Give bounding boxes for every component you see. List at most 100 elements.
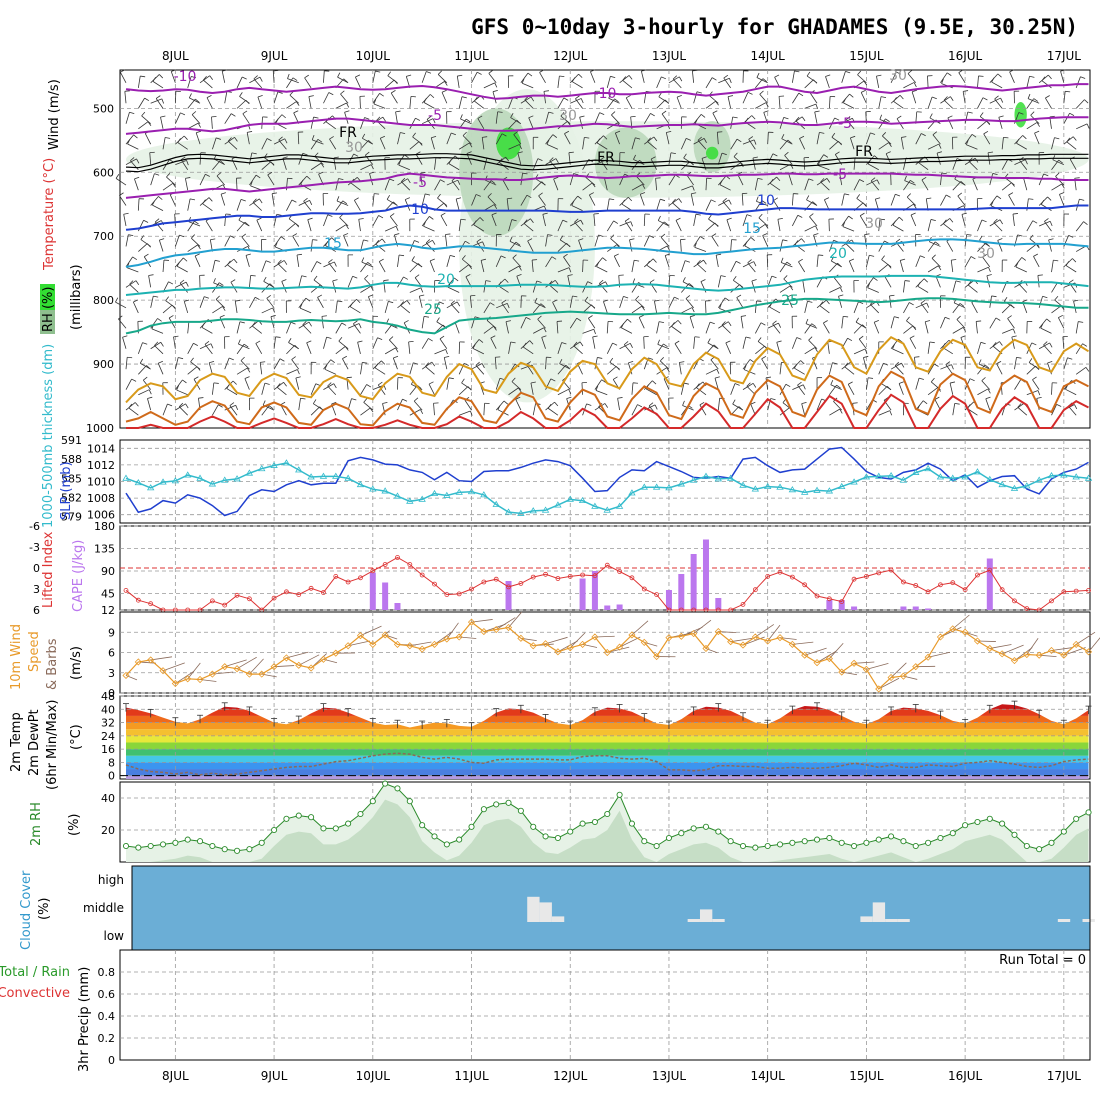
wind-barb: [590, 71, 596, 83]
freezing-line: [125, 157, 1089, 173]
wind-barb: [927, 363, 935, 375]
wind-barb: [1001, 137, 1004, 150]
wind-barb: [212, 160, 221, 170]
wind-barb: [137, 97, 145, 109]
wind-barb: [401, 181, 411, 191]
wind-barb-flag: [906, 316, 910, 322]
wind-barb-flag: [746, 214, 752, 217]
wind-barb: [528, 117, 534, 129]
wind-barb: [582, 137, 585, 150]
cloud-bar: [687, 919, 700, 922]
wind-barb-flag: [784, 151, 789, 156]
wind-barb: [298, 321, 310, 329]
wind-barb: [336, 200, 349, 206]
wind-barb: [451, 180, 460, 191]
wind-barb-flag: [406, 74, 412, 77]
wind-barb-flag: [763, 110, 769, 113]
wind-barb-flag: [761, 200, 767, 204]
wind-barb-flag: [487, 193, 492, 198]
wind-barb-flag: [509, 236, 513, 242]
wind-barb: [733, 279, 744, 288]
cloud-bar: [551, 916, 565, 922]
wind-barb: [421, 338, 429, 349]
wind-barb: [686, 174, 694, 186]
lifted-index-marker: [407, 562, 413, 567]
wind-barb: [289, 94, 300, 104]
wind-barb: [705, 178, 708, 191]
wind-barb: [977, 219, 983, 232]
rh2m-axis-label: 2m RH: [29, 802, 44, 846]
wind-barb: [418, 296, 423, 308]
wind-barb: [989, 173, 994, 186]
wind-barb: [556, 321, 559, 334]
wind-barb: [176, 389, 188, 396]
wind-barb: [374, 367, 386, 375]
wind-barb: [1051, 260, 1054, 273]
wind-barb-flag: [239, 92, 243, 97]
precip-frame: [119, 949, 1091, 1061]
lifted-index-marker: [654, 592, 660, 597]
wind-barb: [853, 348, 866, 355]
thickness-marker: [788, 486, 797, 493]
wind-barb: [226, 388, 238, 396]
wind-barb: [1032, 379, 1040, 390]
wind-barb: [360, 407, 371, 416]
wind-barb: [733, 156, 744, 165]
wind-barb: [261, 307, 273, 314]
wind-barb-flag: [129, 111, 135, 115]
wind-barb-flag: [587, 281, 593, 285]
wind-barb-flag: [1083, 221, 1088, 225]
wind-barb-flag: [962, 327, 967, 332]
wind-barb-flag: [204, 296, 210, 299]
wind-barb: [458, 264, 469, 273]
wind10m-speed-marker: [1060, 651, 1068, 659]
wind-barb-flag: [735, 260, 741, 264]
wind-barb-flag: [635, 137, 641, 140]
lifted-index-marker: [1086, 588, 1091, 593]
wind-barb: [1014, 357, 1017, 370]
lifted-index-marker: [629, 575, 635, 581]
wind-barb: [829, 287, 841, 293]
wind-barb-flag: [603, 299, 609, 302]
wind-barb-flag: [229, 402, 235, 406]
wind-barb: [765, 377, 769, 390]
wind-barb: [387, 75, 398, 84]
wind-barb-flag: [991, 295, 997, 298]
wind10m-barb: [1026, 638, 1039, 655]
wind-barb-flag: [259, 76, 263, 82]
rh2m-marker: [838, 839, 845, 846]
wind-barb: [162, 304, 173, 314]
wind-barb: [1008, 194, 1015, 206]
wind-barb: [487, 196, 497, 206]
wind10m-speed-marker: [504, 623, 513, 632]
wind-barb: [781, 262, 793, 268]
wind-barb: [335, 300, 338, 313]
precip-convective-label: Convective: [0, 986, 70, 1001]
wind-barb: [446, 179, 458, 186]
lifted-index-marker: [765, 574, 771, 579]
wind-barb: [1066, 141, 1077, 150]
wind10m-speed-marker: [1047, 646, 1056, 655]
wind-barb-flag: [500, 255, 506, 259]
wind-barb: [296, 254, 300, 267]
wind-barb-flag: [956, 315, 961, 320]
wind-barb-flag: [620, 323, 625, 328]
temp-band: [126, 775, 1089, 779]
wind-barb-flag: [191, 111, 197, 115]
wind-barb-flag: [783, 275, 788, 280]
wind-barb-flag: [482, 136, 488, 138]
rh2m-marker: [295, 812, 302, 819]
wind-barb: [927, 75, 929, 88]
wind-barb-flag: [772, 153, 778, 157]
wind-barb-flag: [534, 297, 538, 303]
cape-bar: [505, 581, 512, 610]
wind-barb-flag: [148, 389, 152, 395]
lifted-index-marker: [913, 583, 919, 588]
wind-barb-flag: [364, 117, 370, 120]
wind-barb-flag: [142, 342, 148, 345]
wind-barb: [1076, 123, 1088, 130]
wind-barb-flag: [379, 258, 384, 262]
wind-barb: [350, 182, 361, 191]
